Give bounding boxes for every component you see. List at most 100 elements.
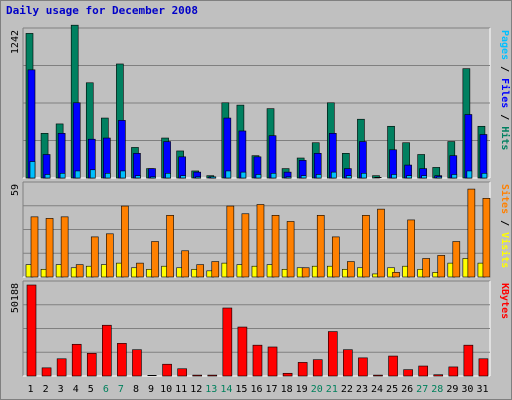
pages-bar — [285, 176, 292, 179]
pages-bar — [165, 172, 171, 179]
right-axis-label: Pages / Files / Hits — [499, 30, 511, 150]
kbytes-bar — [418, 365, 428, 377]
kbytes-bar — [267, 346, 278, 377]
x-tick-label: 14 — [220, 384, 232, 395]
chart-title: Daily usage for December 2008 — [6, 4, 199, 17]
sites-bar — [331, 236, 340, 278]
right-axis-label-part: Files — [499, 78, 511, 108]
sites-bar — [60, 216, 69, 278]
files-bar — [238, 130, 247, 179]
sites-bar — [286, 221, 295, 278]
kbytes-bar — [237, 326, 248, 377]
kbytes-bar — [26, 284, 37, 377]
sites-bar — [452, 241, 461, 278]
x-tick-label: 1 — [28, 384, 34, 395]
kbytes-bar — [162, 363, 172, 377]
x-tick-label: 17 — [266, 384, 278, 395]
kbytes-bar — [478, 358, 489, 377]
kbytes-bar — [312, 359, 323, 377]
pages-bar — [120, 170, 126, 179]
kbytes-bar — [388, 355, 398, 377]
pages-bar — [240, 171, 247, 179]
x-tick-label: 23 — [356, 384, 368, 395]
pages-bar — [74, 170, 81, 179]
files-bar — [359, 141, 367, 179]
sites-bar — [407, 219, 415, 278]
x-tick-label: 2 — [43, 384, 49, 395]
sites-bar — [106, 233, 114, 278]
kbytes-bar — [117, 343, 127, 377]
kbytes-bar — [433, 374, 444, 377]
files-bar — [163, 141, 171, 179]
x-tick-label: 5 — [88, 384, 94, 395]
files-bar — [223, 117, 232, 179]
x-tick-label: 9 — [148, 384, 154, 395]
x-tick-label: 4 — [73, 384, 79, 395]
x-tick-label: 7 — [118, 384, 124, 395]
kbytes-bar — [56, 358, 67, 377]
x-tick-label: 30 — [461, 384, 473, 395]
right-axis-label-part: / — [499, 60, 510, 78]
sites-bar — [347, 261, 355, 278]
pages-bar — [150, 176, 156, 179]
kbytes-bar — [132, 349, 142, 377]
pages-bar — [29, 161, 36, 179]
x-tick-label: 12 — [190, 384, 202, 395]
sites-bar — [362, 215, 370, 278]
pages-bar — [255, 174, 262, 179]
kbytes-bar — [41, 367, 52, 377]
x-tick-label: 24 — [371, 384, 383, 395]
files-bar — [328, 133, 337, 179]
kbytes-bar — [147, 375, 157, 376]
kbytes-bar — [207, 374, 218, 377]
kbytes-bar — [102, 324, 112, 377]
y-max-label: 50188 — [10, 283, 21, 313]
pages-bar — [361, 172, 367, 179]
pages-bar — [300, 175, 307, 179]
kbytes-bar — [222, 307, 233, 377]
right-axis-label-part: KBytes — [499, 283, 510, 319]
pages-bar — [195, 176, 202, 179]
sites-bar — [301, 267, 310, 278]
files-bar — [57, 133, 66, 179]
x-tick-label: 3 — [58, 384, 64, 395]
pages-bar — [270, 172, 277, 179]
x-tick-label: 29 — [446, 384, 458, 395]
kbytes-bar — [358, 357, 368, 377]
x-tick-label: 19 — [296, 384, 308, 395]
pages-bar — [330, 171, 337, 179]
files-bar — [479, 134, 488, 179]
sites-bar — [136, 262, 144, 278]
right-axis-label-part: Hits — [499, 126, 511, 150]
sites-bar — [211, 261, 220, 278]
x-tick-label: 27 — [416, 384, 428, 395]
right-axis-label-part: / — [499, 108, 510, 126]
sites-bar — [45, 218, 54, 278]
pages-bar — [406, 175, 412, 179]
x-tick-label: 15 — [235, 384, 247, 395]
sites-bar — [467, 188, 476, 278]
x-tick-label: 28 — [431, 384, 443, 395]
sites-bar — [30, 216, 39, 278]
x-tick-label: 20 — [311, 384, 323, 395]
right-axis-label: Sites / Visits — [499, 184, 511, 268]
kbytes-bar — [327, 331, 338, 377]
right-axis-label-part: Sites — [499, 184, 511, 214]
x-tick-label: 26 — [401, 384, 413, 395]
kbytes-bar — [86, 353, 97, 377]
x-tick-label: 18 — [281, 384, 293, 395]
kbytes-bar — [252, 344, 263, 377]
sites-bar — [196, 264, 205, 278]
kbytes-bar — [282, 372, 293, 377]
pages-bar — [59, 172, 66, 179]
sites-bar — [181, 250, 189, 278]
sites-bar — [226, 205, 235, 278]
sites-bar — [422, 258, 430, 278]
pages-bar — [346, 175, 352, 179]
kbytes-bar — [463, 344, 474, 377]
right-axis-label-part: Visits — [499, 232, 511, 268]
files-bar — [178, 156, 186, 179]
pages-bar — [44, 174, 51, 179]
kbytes-bar — [343, 349, 353, 377]
